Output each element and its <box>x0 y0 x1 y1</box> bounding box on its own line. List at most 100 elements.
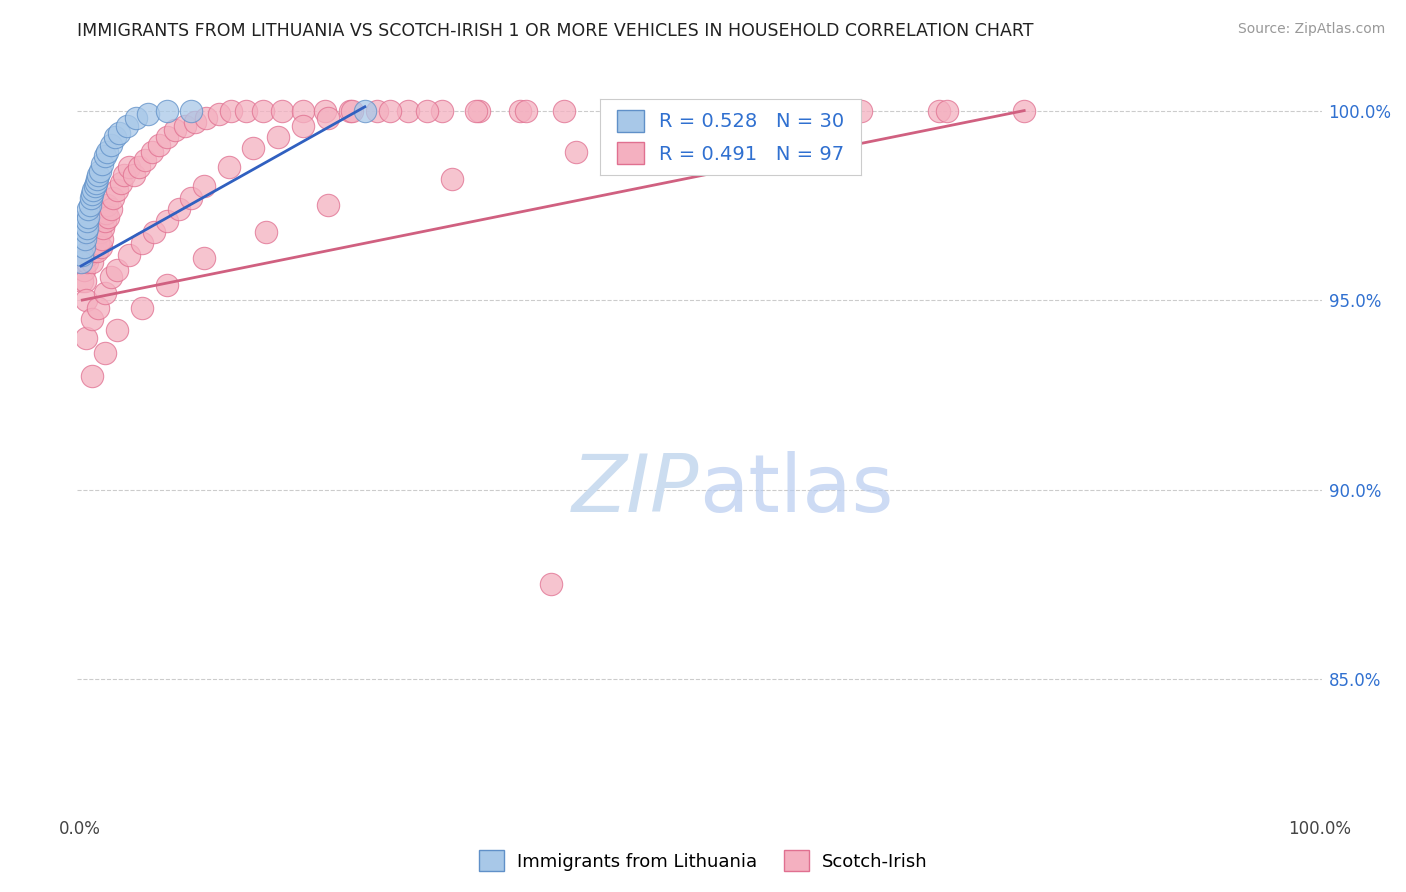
Point <box>465 103 488 118</box>
Point <box>416 103 439 118</box>
Point <box>267 130 290 145</box>
Point <box>207 107 229 121</box>
Point <box>193 179 215 194</box>
Point <box>72 247 94 261</box>
Point <box>83 236 105 251</box>
Point <box>79 240 101 254</box>
Point <box>84 228 107 243</box>
Point <box>218 161 240 175</box>
Point <box>118 161 141 175</box>
Point <box>193 252 215 266</box>
Point <box>235 103 257 118</box>
Point <box>314 103 336 118</box>
Point <box>72 274 94 288</box>
Point <box>468 103 491 118</box>
Point <box>936 103 959 118</box>
Point <box>87 301 110 315</box>
Point <box>689 119 711 133</box>
Point <box>93 213 115 227</box>
Point <box>91 156 114 170</box>
Point <box>87 236 110 251</box>
Point <box>100 202 122 216</box>
Point <box>83 179 105 194</box>
Point <box>564 145 586 160</box>
Point <box>354 103 377 118</box>
Point <box>80 191 103 205</box>
Point <box>112 168 135 182</box>
Text: ZIP: ZIP <box>572 450 700 529</box>
Point <box>100 137 122 152</box>
Point <box>118 247 141 261</box>
Point <box>252 103 274 118</box>
Point <box>89 164 111 178</box>
Point <box>75 331 97 345</box>
Point <box>242 141 264 155</box>
Point <box>84 176 107 190</box>
Point <box>291 119 314 133</box>
Point <box>291 103 314 118</box>
Point <box>79 198 101 212</box>
Point <box>82 255 104 269</box>
Point <box>82 368 104 383</box>
Point <box>849 103 872 118</box>
Point <box>103 130 125 145</box>
Point <box>75 225 97 239</box>
Point <box>440 171 463 186</box>
Point <box>141 145 163 160</box>
Point <box>105 262 128 277</box>
Point <box>143 225 166 239</box>
Point <box>342 103 364 118</box>
Point <box>813 103 835 118</box>
Point <box>134 153 156 167</box>
Point <box>155 213 177 227</box>
Point <box>366 103 388 118</box>
Point <box>77 210 100 224</box>
Point <box>509 103 531 118</box>
Legend: Immigrants from Lithuania, Scotch-Irish: Immigrants from Lithuania, Scotch-Irish <box>471 843 935 879</box>
Point <box>155 130 177 145</box>
Point <box>180 103 202 118</box>
Point <box>184 115 207 129</box>
Point <box>339 103 361 118</box>
Point <box>553 103 575 118</box>
Point <box>77 247 100 261</box>
Point <box>89 225 111 239</box>
Point <box>124 168 146 182</box>
Point <box>76 221 98 235</box>
Point <box>93 346 115 360</box>
Point <box>110 176 132 190</box>
Point <box>128 161 150 175</box>
Point <box>82 312 104 326</box>
Point <box>87 168 110 182</box>
Point <box>316 198 339 212</box>
Point <box>270 103 292 118</box>
Point <box>94 206 117 220</box>
Point <box>174 119 197 133</box>
Point <box>93 221 115 235</box>
Point <box>219 103 242 118</box>
Point <box>73 274 96 288</box>
Point <box>195 111 218 125</box>
Point <box>96 198 118 212</box>
Point <box>70 255 93 269</box>
Point <box>165 122 187 136</box>
Point <box>155 103 177 118</box>
Point <box>72 262 94 277</box>
Point <box>148 137 170 152</box>
Point <box>316 111 339 125</box>
Point <box>396 103 419 118</box>
Point <box>93 285 115 300</box>
Point <box>124 111 146 125</box>
Point <box>515 103 537 118</box>
Point <box>131 301 153 315</box>
Point <box>86 244 108 258</box>
Point <box>82 186 104 201</box>
Point <box>602 103 624 118</box>
Point <box>75 293 97 307</box>
Point <box>714 103 737 118</box>
Point <box>105 323 128 337</box>
Point <box>430 103 453 118</box>
Point <box>1012 103 1035 118</box>
Point <box>82 183 104 197</box>
Point <box>115 119 138 133</box>
